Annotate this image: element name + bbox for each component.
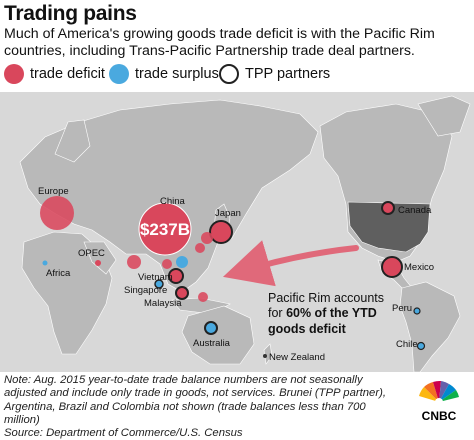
label-africa: Africa <box>46 268 71 279</box>
label-china-value: $237B <box>140 220 190 239</box>
footer: Note: Aug. 2015 year-to-date trade balan… <box>0 372 474 439</box>
europe-bubble <box>40 196 74 230</box>
label-vietnam: Vietnam <box>138 272 173 283</box>
scandinavia-landmass <box>54 119 91 163</box>
source-text: Source: Department of Commerce/U.S. Cens… <box>4 427 243 440</box>
label-opec: OPEC <box>78 248 105 259</box>
singapore-bubble <box>154 279 164 289</box>
deficit-swatch <box>4 64 24 84</box>
africa-bubble <box>42 260 48 266</box>
page-title: Trading pains <box>4 2 137 25</box>
label-japan: Japan <box>215 208 241 219</box>
callout-line-3: goods deficit <box>268 322 347 336</box>
label-new-zealand: New Zealand <box>269 352 325 363</box>
legend-label-tpp: TPP partners <box>245 66 331 82</box>
callout-line-2-prefix: for <box>268 306 286 320</box>
callout-line-1: Pacific Rim accounts <box>268 291 384 305</box>
peru-bubble <box>413 307 421 315</box>
tpp-swatch <box>219 64 239 84</box>
australia-bubble <box>204 321 218 335</box>
label-peru: Peru <box>392 303 412 314</box>
callout-line-2-bold: 60% of the YTD <box>286 306 377 320</box>
new-zealand-landmass <box>263 343 273 365</box>
cnbc-logo: CNBC <box>412 380 466 423</box>
united-states-landmass <box>347 201 431 253</box>
world-map: Europe China $237B Japan Canada OPEC Afr… <box>0 92 474 372</box>
label-europe: Europe <box>38 186 69 197</box>
peacock-icon <box>419 380 459 406</box>
legend-label-deficit: trade deficit <box>30 66 105 82</box>
label-singapore: Singapore <box>124 285 167 296</box>
label-malaysia: Malaysia <box>144 298 182 309</box>
hongkong-bubble <box>176 256 188 268</box>
opec-bubble <box>95 260 101 266</box>
malaysia-bubble <box>175 286 189 300</box>
label-canada: Canada <box>398 205 432 216</box>
arabia-landmass <box>83 241 117 275</box>
canada-bubble <box>381 201 395 215</box>
note: Note: Aug. 2015 year-to-date trade balan… <box>4 374 394 440</box>
label-australia: Australia <box>193 338 231 349</box>
vietnam-bubble <box>168 268 184 284</box>
callout-line-2: for 60% of the YTD <box>268 306 377 320</box>
legend-label-surplus: trade surplus <box>135 66 219 82</box>
flow-arrow <box>222 240 359 287</box>
surplus-swatch <box>109 64 129 84</box>
new-zealand-bubble <box>263 354 267 358</box>
legend-item-deficit: trade deficit <box>4 64 105 84</box>
japan-bubble <box>209 220 233 244</box>
chile-bubble <box>416 341 426 351</box>
indonesia-bubble <box>198 292 208 302</box>
legend-item-tpp: TPP partners <box>219 64 330 84</box>
china-bubble <box>138 202 192 256</box>
header: Trading pains Much of America's growing … <box>0 0 474 92</box>
australia-landmass <box>181 305 255 365</box>
label-mexico: Mexico <box>404 262 434 273</box>
mexico-bubble <box>381 256 403 278</box>
legend-item-surplus: trade surplus <box>109 64 219 84</box>
note-text: Note: Aug. 2015 year-to-date trade balan… <box>4 374 387 426</box>
label-chile: Chile <box>396 339 418 350</box>
page-subtitle: Much of America's growing goods trade de… <box>4 26 435 59</box>
south-america-landmass <box>399 281 461 372</box>
taiwan-bubble <box>195 243 205 253</box>
thailand-bubble <box>162 259 172 269</box>
india-bubble <box>127 255 141 269</box>
korea-bubble <box>201 232 213 244</box>
logo-text: CNBC <box>422 409 457 423</box>
label-china: China <box>160 196 186 207</box>
greenland-landmass <box>417 95 471 137</box>
